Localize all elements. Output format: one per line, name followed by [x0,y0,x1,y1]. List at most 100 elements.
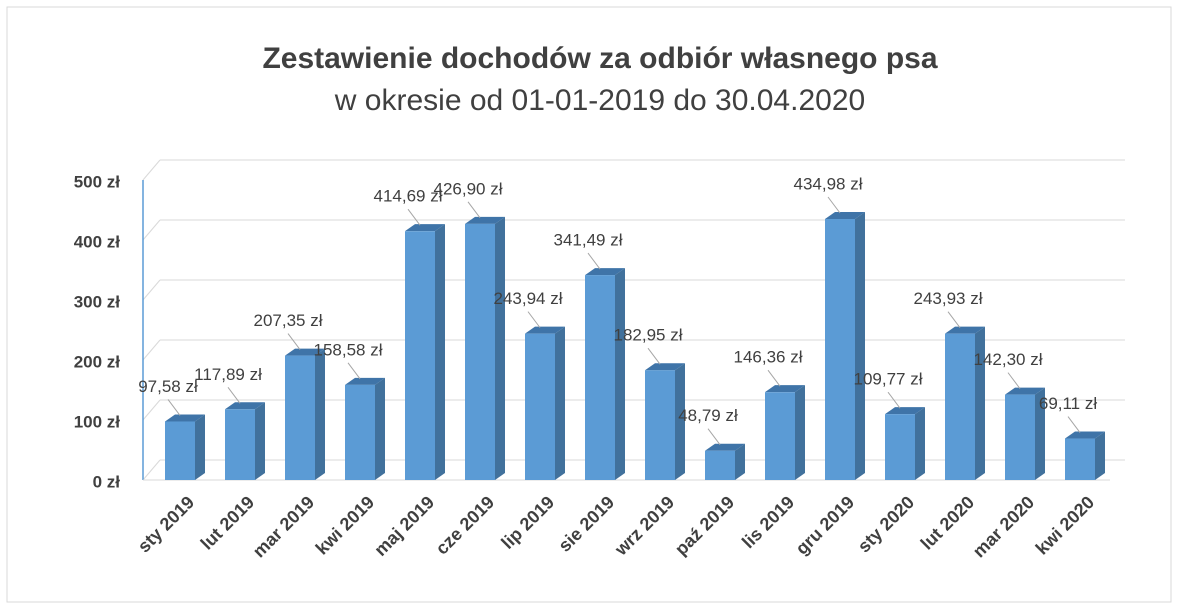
value-label: 426,90 zł [434,179,503,198]
bar-front [885,414,915,480]
bar-front [285,355,315,480]
bar-front [705,450,735,480]
grid-line-side [142,219,161,241]
bar [525,326,565,480]
grid-line-side [142,339,161,361]
bar-front [825,219,855,480]
bar-front [765,392,795,480]
bar-front [645,370,675,480]
value-label: 97,58 zł [138,377,198,396]
bar-side [795,385,805,480]
bar-side [855,212,865,480]
bar [1005,387,1045,480]
bar-front [1065,438,1095,480]
y-tick-label: 100 zł [74,412,121,431]
bar-top [405,224,445,232]
bar-front [1005,394,1035,480]
leader-line [407,208,421,226]
leader-line [827,196,841,214]
bar-side [975,326,985,480]
y-tick-label: 500 zł [74,172,121,191]
value-label: 434,98 zł [794,174,863,193]
bar-top [345,377,385,385]
grid-line-side [142,399,161,421]
bar [465,216,505,481]
bar [885,407,925,480]
y-tick-label: 200 zł [74,352,121,371]
bar [585,268,625,480]
bar-front [345,384,375,480]
value-label: 109,77 zł [854,370,923,389]
leader-line [647,347,661,365]
bar [945,326,985,480]
y-tick-label: 0 zł [93,472,121,491]
bar-front [525,333,555,480]
bar-front [165,421,195,480]
value-label: 341,49 zł [554,231,623,250]
leader-line [707,428,721,446]
grid-line-side [142,159,161,181]
bar-top [825,212,865,220]
value-label: 207,35 zł [254,311,323,330]
leader-line [1067,416,1081,433]
y-tick-label: 300 zł [74,292,121,311]
bar-front [405,231,435,480]
bar-top [1065,431,1105,439]
leader-line [947,311,961,328]
value-label: 142,30 zł [974,350,1043,369]
bar-side [1095,431,1105,480]
value-label: 243,94 zł [494,289,563,308]
bar-top [165,414,205,422]
bar [405,224,445,480]
bar-top [645,363,685,371]
bar [225,402,265,480]
value-label: 182,95 zł [614,326,683,345]
bar-top [525,326,565,334]
value-label: 158,58 zł [314,340,383,359]
bar-front [465,223,495,481]
leader-line [227,386,241,404]
bar-side [195,414,205,480]
leader-line [347,362,361,380]
leader-line [587,252,601,270]
bar-side [435,224,445,480]
y-tick-label: 400 zł [74,232,121,251]
bar-top [765,385,805,393]
bar-top [225,402,265,410]
bar [165,414,205,480]
leader-line [167,399,181,416]
value-label: 243,93 zł [914,289,983,308]
bar-top [285,348,325,356]
bar-side [255,402,265,480]
grid-line-side [142,459,161,481]
chart-title: Zestawienie dochodów za odbiór własnego … [262,42,937,75]
bar-top [585,268,625,276]
bar-side [675,363,685,480]
bar-side [315,348,325,480]
bar [345,377,385,480]
bar-top [885,407,925,415]
value-label: 48,79 zł [678,406,738,425]
bar-top [1005,387,1045,395]
bar-side [1035,387,1045,480]
bar-side [555,326,565,480]
bar-side [615,268,625,480]
bar [765,385,805,480]
leader-line [287,333,301,350]
bar [1065,431,1105,480]
value-label: 69,11 zł [1039,394,1098,413]
bar-front [945,333,975,480]
chart-subtitle: w okresie od 01-01-2019 do 30.04.2020 [334,84,865,117]
bar-front [225,409,255,480]
bar [825,212,865,480]
grid-line-side [142,279,161,301]
leader-line [887,391,901,409]
leader-line [467,201,481,219]
bar-front [585,275,615,480]
value-label: 117,89 zł [194,365,262,384]
bar-side [735,443,745,480]
value-label: 414,69 zł [374,187,443,206]
leader-line [527,311,541,328]
bar-side [375,377,385,480]
